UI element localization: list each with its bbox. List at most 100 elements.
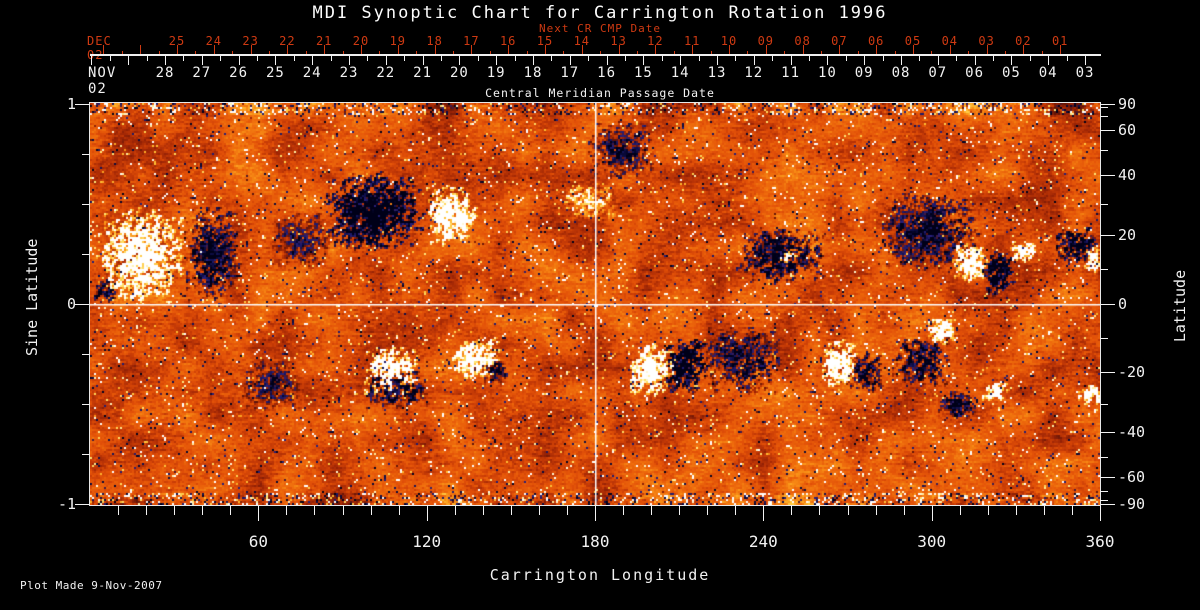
- bottom-tick: [987, 506, 989, 515]
- red-day-label: 14: [573, 34, 591, 48]
- red-tick: [876, 45, 878, 56]
- right-tick-label: 40: [1118, 165, 1137, 184]
- right-tick: [1100, 476, 1115, 478]
- white-tick: [625, 56, 626, 61]
- white-tick: [404, 56, 406, 61]
- white-tick: [1066, 56, 1068, 61]
- white-day-label: 04: [1038, 65, 1058, 81]
- white-tick: [1085, 56, 1086, 65]
- bottom-tick-label: 300: [917, 532, 947, 551]
- white-day-label: 05: [1001, 65, 1021, 81]
- red-tick: [545, 45, 546, 56]
- white-tick: [937, 56, 939, 65]
- right-tick: [1100, 150, 1108, 152]
- red-day-label: 09: [757, 34, 775, 48]
- next-cr-cmp-date-label: Next CR CMP Date: [539, 22, 661, 35]
- red-tick: [213, 45, 215, 56]
- right-tick-label: 0: [1118, 294, 1128, 313]
- white-tick: [533, 56, 534, 65]
- bottom-tick: [763, 506, 765, 521]
- red-tick: [305, 51, 307, 56]
- white-day-label: 21: [413, 65, 433, 81]
- red-tick: [821, 51, 822, 56]
- bottom-tick: [538, 506, 540, 515]
- red-day-label: 05: [904, 34, 922, 48]
- red-tick: [1041, 51, 1043, 56]
- right-tick: [1100, 371, 1115, 373]
- white-day-label: 03: [1075, 65, 1095, 81]
- bottom-tick: [370, 506, 372, 515]
- white-tick: [772, 56, 774, 61]
- plot-made-timestamp: Plot Made 9-Nov-2007: [20, 579, 163, 592]
- bottom-tick: [791, 506, 793, 515]
- bottom-tick: [174, 506, 176, 515]
- white-tick: [735, 56, 737, 61]
- red-day-label: 25: [168, 34, 186, 48]
- red-day-label: 01: [1051, 34, 1069, 48]
- white-tick: [109, 56, 111, 61]
- red-tick: [655, 45, 657, 56]
- red-day-label: 10: [720, 34, 738, 48]
- month-label-nov: NOV 02: [88, 65, 117, 97]
- red-tick: [692, 45, 694, 56]
- white-tick: [919, 56, 921, 61]
- white-tick: [514, 56, 516, 61]
- white-day-label: 14: [670, 65, 690, 81]
- white-tick: [146, 56, 148, 61]
- right-tick: [1100, 456, 1108, 458]
- bottom-tick: [118, 506, 120, 515]
- red-tick: [618, 45, 620, 56]
- bottom-tick: [1071, 506, 1073, 515]
- white-day-label: 10: [817, 65, 837, 81]
- red-tick: [158, 51, 160, 56]
- white-tick: [183, 56, 185, 61]
- bottom-tick: [875, 506, 877, 515]
- bottom-tick-label: 180: [580, 532, 610, 551]
- bottom-tick: [819, 506, 821, 515]
- bottom-tick: [426, 506, 428, 521]
- white-day-label: 27: [192, 65, 212, 81]
- white-day-label: 07: [928, 65, 948, 81]
- white-tick: [91, 56, 93, 65]
- white-tick: [864, 56, 866, 65]
- bottom-tick: [651, 506, 653, 515]
- white-day-label: 17: [560, 65, 580, 81]
- red-tick: [1005, 51, 1006, 56]
- left-tick: [82, 453, 90, 455]
- red-tick: [913, 45, 914, 56]
- white-tick: [496, 56, 498, 65]
- white-tick: [680, 56, 682, 65]
- right-tick: [1100, 500, 1108, 502]
- white-tick: [956, 56, 958, 61]
- red-tick: [581, 45, 583, 56]
- red-tick: [434, 45, 436, 56]
- red-tick: [177, 45, 178, 56]
- white-tick: [827, 56, 829, 65]
- bottom-tick: [342, 506, 344, 515]
- right-tick: [1100, 338, 1108, 340]
- red-tick: [857, 51, 859, 56]
- bottom-tick: [1015, 506, 1017, 515]
- white-tick: [901, 56, 902, 65]
- red-tick: [453, 51, 454, 56]
- white-tick: [993, 56, 994, 61]
- red-day-label: 20: [352, 34, 370, 48]
- red-day-label: 06: [867, 34, 885, 48]
- red-tick: [1023, 45, 1025, 56]
- red-tick: [710, 51, 712, 56]
- white-tick: [165, 56, 166, 65]
- right-tick: [1100, 268, 1108, 270]
- bottom-tick: [931, 506, 933, 521]
- white-day-label: 26: [229, 65, 249, 81]
- red-tick: [784, 51, 786, 56]
- bottom-tick: [566, 506, 568, 515]
- red-day-label: 19: [389, 34, 407, 48]
- left-tick: [82, 203, 90, 205]
- red-tick: [232, 51, 234, 56]
- white-tick: [1048, 56, 1050, 65]
- red-tick: [489, 51, 491, 56]
- red-tick: [637, 51, 638, 56]
- red-tick: [802, 45, 804, 56]
- left-tick: [82, 353, 90, 355]
